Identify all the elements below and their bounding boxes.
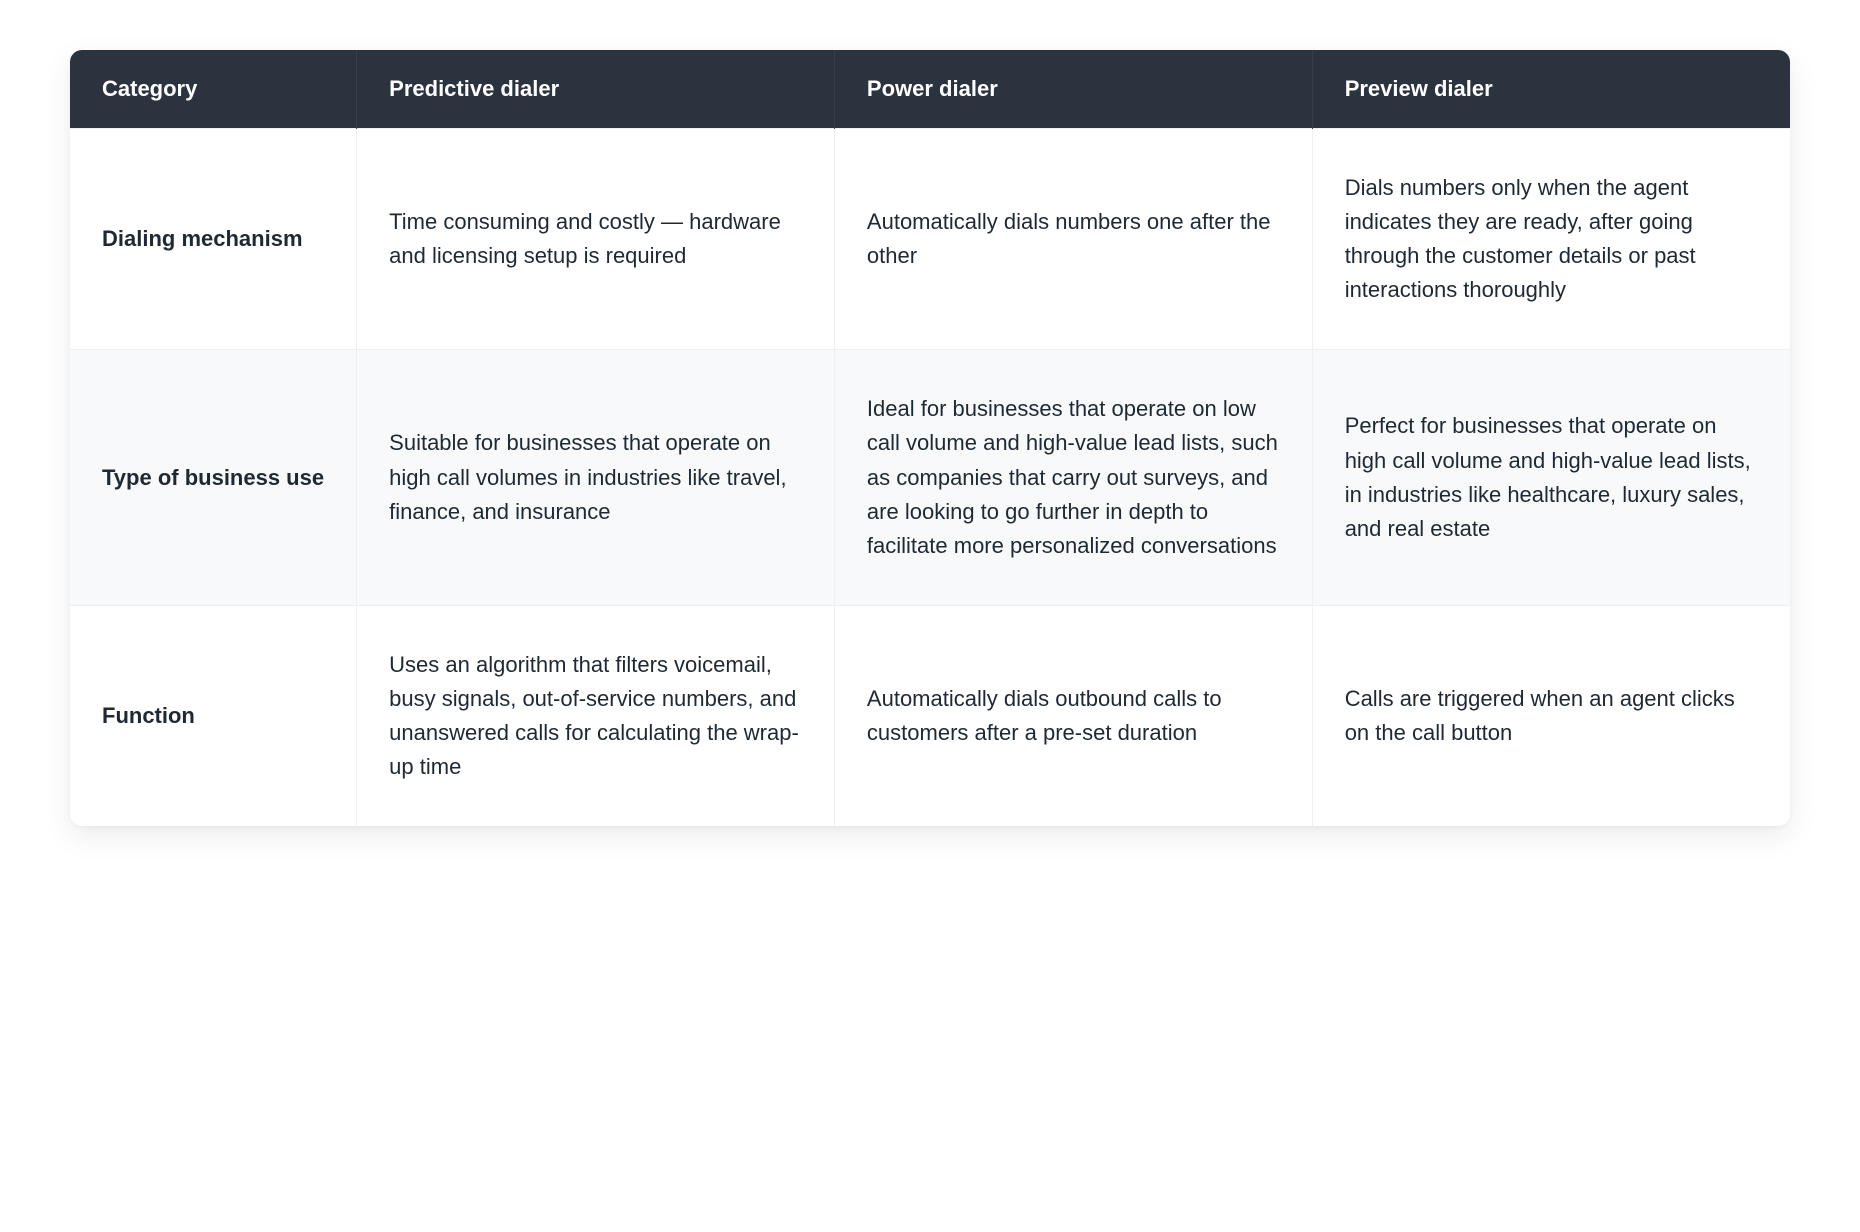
cell-preview-dialing: Dials numbers only when the agent indica… <box>1312 129 1790 350</box>
col-header-power: Power dialer <box>834 50 1312 129</box>
cell-predictive-dialing: Time consuming and costly — hardware and… <box>357 129 835 350</box>
table-row: Dialing mechanism Time consuming and cos… <box>70 129 1790 350</box>
cell-power-dialing: Automatically dials numbers one after th… <box>834 129 1312 350</box>
page: Category Predictive dialer Power dialer … <box>0 0 1860 906</box>
comparison-table: Category Predictive dialer Power dialer … <box>70 50 1790 826</box>
table-row: Type of business use Suitable for busine… <box>70 350 1790 605</box>
cell-predictive-business: Suitable for businesses that operate on … <box>357 350 835 605</box>
row-category: Function <box>70 605 357 826</box>
cell-power-function: Automatically dials outbound calls to cu… <box>834 605 1312 826</box>
comparison-table-card: Category Predictive dialer Power dialer … <box>70 50 1790 826</box>
row-category: Type of business use <box>70 350 357 605</box>
cell-preview-function: Calls are triggered when an agent clicks… <box>1312 605 1790 826</box>
row-category: Dialing mechanism <box>70 129 357 350</box>
table-row: Function Uses an algorithm that filters … <box>70 605 1790 826</box>
cell-predictive-function: Uses an algorithm that filters voicemail… <box>357 605 835 826</box>
col-header-category: Category <box>70 50 357 129</box>
cell-preview-business: Perfect for businesses that operate on h… <box>1312 350 1790 605</box>
col-header-preview: Preview dialer <box>1312 50 1790 129</box>
cell-power-business: Ideal for businesses that operate on low… <box>834 350 1312 605</box>
col-header-predictive: Predictive dialer <box>357 50 835 129</box>
table-header-row: Category Predictive dialer Power dialer … <box>70 50 1790 129</box>
